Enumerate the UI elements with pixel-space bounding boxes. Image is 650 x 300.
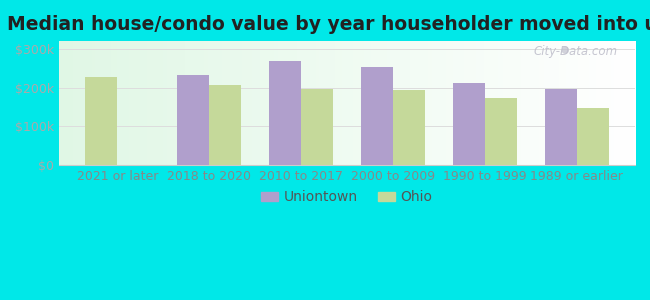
Bar xyxy=(269,61,301,165)
Bar xyxy=(177,75,209,165)
Bar xyxy=(393,90,425,165)
Bar xyxy=(485,98,517,165)
Bar xyxy=(85,77,117,165)
Text: ●: ● xyxy=(560,45,569,55)
Legend: Uniontown, Ohio: Uniontown, Ohio xyxy=(255,185,438,210)
Bar xyxy=(361,68,393,165)
Bar xyxy=(209,85,241,165)
Title: Median house/condo value by year householder moved into unit: Median house/condo value by year househo… xyxy=(7,15,650,34)
Bar xyxy=(577,108,609,165)
Text: City-Data.com: City-Data.com xyxy=(534,45,618,58)
Bar xyxy=(545,89,577,165)
Bar xyxy=(301,89,333,165)
Bar xyxy=(452,82,485,165)
